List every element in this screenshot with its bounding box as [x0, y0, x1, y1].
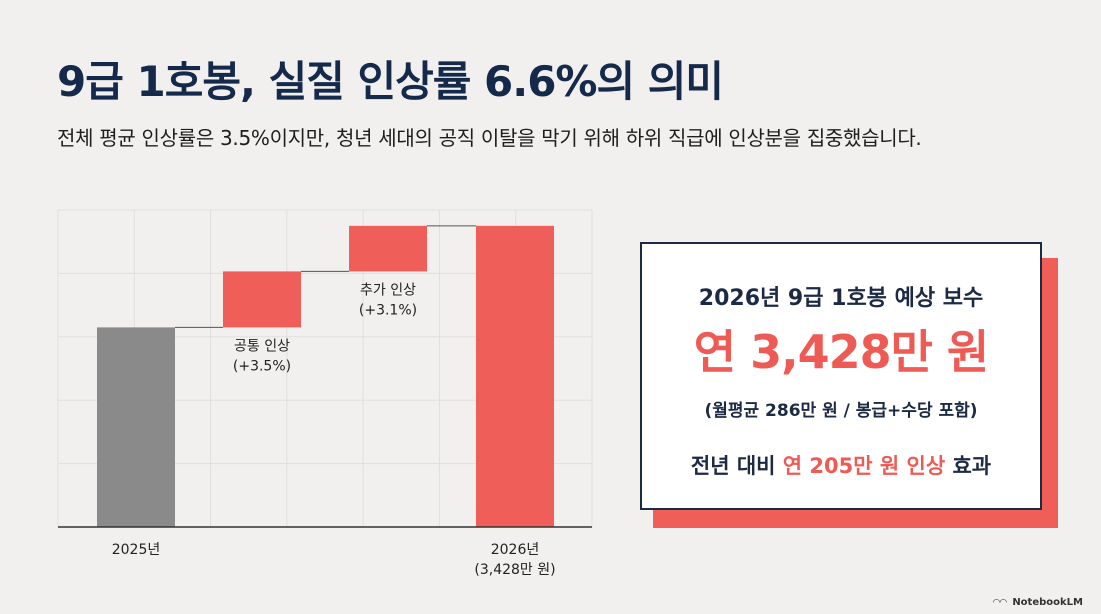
bar-label-4-2: (3,428만 원): [474, 562, 555, 578]
card-value: 연 3,428만 원: [693, 325, 990, 379]
bar-step-4: [476, 225, 554, 527]
salary-card: 2026년 9급 1호봉 예상 보수 연 3,428만 원 (월평균 286만 …: [640, 242, 1042, 510]
bar-step-3: [349, 225, 427, 272]
bar-label-2-2: (+3.5%): [233, 358, 291, 374]
bar-label-3-2: (+3.1%): [359, 302, 417, 318]
bar-step-2: [223, 271, 301, 328]
card-effect: 전년 대비 연 205만 원 인상 효과: [642, 450, 1040, 480]
bar-label-3-1: 추가 인상: [360, 282, 416, 298]
notebooklm-logo-icon: ◠◠: [992, 598, 1007, 608]
bar-step-1: [97, 327, 175, 527]
bar-label-2-1: 공통 인상: [234, 338, 290, 354]
page-subtitle: 전체 평균 인상률은 3.5%이지만, 청년 세대의 공직 이탈을 막기 위해 …: [57, 126, 922, 150]
card-label: 2026년 9급 1호봉 예상 보수: [698, 286, 984, 311]
card-effect-suffix: 효과: [945, 454, 992, 478]
brand-name: NotebookLM: [1012, 597, 1083, 608]
card-note: (월평균 286만 원 / 봉급+수당 포함): [704, 401, 978, 421]
card-effect-prefix: 전년 대비: [690, 454, 783, 478]
page-title: 9급 1호봉, 실질 인상률 6.6%의 의미: [57, 57, 724, 106]
bar-label-4-1: 2026년: [491, 542, 540, 558]
bar-label-1-1: 2025년: [112, 542, 161, 558]
brand-watermark: ◠◠ NotebookLM: [993, 597, 1083, 608]
card-effect-highlight: 연 205만 원 인상: [782, 454, 946, 478]
